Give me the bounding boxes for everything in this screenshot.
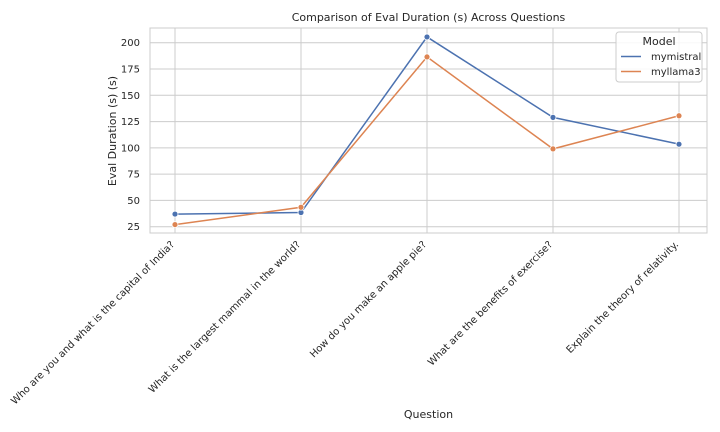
data-point-mymistral [171,210,179,218]
legend-box [615,31,703,83]
y-axis-label: Eval Duration (s) (s) [106,76,119,186]
y-tick-label: 200 [121,38,140,49]
series-layer [171,33,683,228]
y-tick-label: 125 [121,117,140,128]
x-axis-label: Question [404,408,453,421]
data-point-mymistral [675,140,683,148]
legend: Model mymistral myllama3 [615,31,703,83]
data-point-mymistral [423,33,431,41]
series-myllama3 [171,53,683,228]
grid [150,28,707,233]
y-tick-label: 175 [121,65,140,76]
data-point-myllama3 [423,53,431,61]
legend-title: Model [642,35,675,48]
y-tick-label: 100 [121,143,140,154]
x-axis-ticks: Who are you and what is the capital of I… [9,239,681,407]
x-tick-label: Explain the theory of relativity. [565,239,682,356]
y-tick-label: 50 [127,196,140,207]
data-point-myllama3 [675,112,683,120]
y-tick-label: 25 [127,222,140,233]
data-point-myllama3 [171,221,179,228]
x-tick-label: How do you make an apple pie? [308,239,429,360]
x-tick-label: What is the largest mammal in the world? [147,239,303,395]
data-point-myllama3 [549,145,557,153]
y-tick-label: 150 [121,91,140,102]
plot-frame [149,27,708,234]
legend-label-mymistral: mymistral [651,52,701,63]
data-point-myllama3 [297,203,305,211]
legend-label-myllama3: myllama3 [651,67,701,78]
data-point-mymistral [549,113,557,121]
x-tick-label: What are the benefits of exercise? [426,239,555,368]
chart-title: Comparison of Eval Duration (s) Across Q… [292,11,566,24]
y-tick-label: 75 [127,170,140,181]
y-axis-ticks: 25 50 75 100 125 150 175 200 [121,38,140,233]
